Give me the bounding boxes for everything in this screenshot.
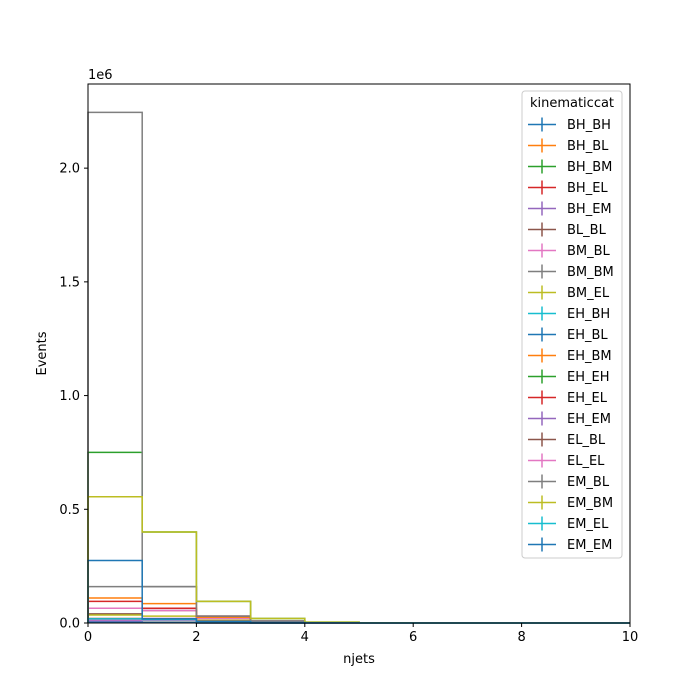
- legend-label: EM_EM: [567, 538, 612, 553]
- legend-item: EH_EH: [528, 369, 609, 385]
- legend-item: EM_BM: [528, 495, 613, 511]
- legend-item: BH_BM: [528, 159, 612, 175]
- legend-item: EH_EM: [528, 411, 611, 427]
- y-tick-label: 0.5: [59, 503, 80, 518]
- legend-label: BH_EM: [567, 202, 612, 217]
- legend-item: EH_BL: [528, 327, 608, 343]
- axes-frame: [87, 83, 631, 624]
- legend-item: EM_BL: [528, 474, 610, 490]
- legend-item: BH_EL: [528, 180, 608, 196]
- legend-label: EM_BM: [567, 496, 613, 511]
- legend-label: EH_EM: [567, 412, 611, 427]
- legend: kinematiccat BH_BH BH_BL BH_BM BH_EL BH_EM BL…: [521, 90, 623, 559]
- y-axis-offset-label: 1e6: [88, 68, 113, 83]
- x-tick-label: 10: [622, 630, 639, 645]
- x-tick-label: 4: [301, 630, 309, 645]
- legend-label: EL_BL: [567, 433, 606, 448]
- legend-item: BM_BM: [528, 264, 614, 280]
- legend-item: EH_BM: [528, 348, 612, 364]
- legend-label: EM_EL: [567, 517, 609, 532]
- y-tick-label: 2.0: [59, 162, 80, 177]
- y-axis-label: Events: [35, 331, 50, 375]
- legend-item: BM_BL: [528, 243, 611, 259]
- legend-item: BM_EL: [528, 285, 610, 301]
- legend-item: EH_EL: [528, 390, 608, 406]
- legend-item: BL_BL: [528, 222, 607, 238]
- x-tick-label: 8: [517, 630, 525, 645]
- legend-label: BH_BH: [567, 118, 611, 133]
- legend-label: BH_BL: [567, 139, 609, 154]
- legend-title: kinematiccat: [530, 96, 614, 111]
- legend-label: BM_BL: [567, 244, 611, 259]
- y-axis-ticks: 0.0 0.5 1.0 1.5 2.0: [59, 162, 88, 632]
- x-tick-label: 2: [192, 630, 200, 645]
- x-axis-label: njets: [343, 652, 375, 667]
- y-tick-label: 1.0: [59, 389, 80, 404]
- y-tick-label: 1.5: [59, 275, 80, 290]
- legend-label: BM_EL: [567, 286, 610, 301]
- legend-item: EM_EL: [528, 516, 609, 532]
- legend-label: EL_EL: [567, 454, 605, 469]
- legend-label: EH_BL: [567, 328, 608, 343]
- legend-item: BH_BL: [528, 138, 609, 154]
- x-tick-label: 6: [409, 630, 417, 645]
- legend-label: EH_BH: [567, 307, 610, 322]
- legend-label: EH_BM: [567, 349, 612, 364]
- legend-item: EM_EM: [528, 537, 612, 553]
- legend-item: EH_BH: [528, 306, 610, 322]
- legend-label: EM_BL: [567, 475, 610, 490]
- legend-label: BH_EL: [567, 181, 608, 196]
- legend-item: EL_EL: [528, 453, 605, 469]
- legend-label: BH_BM: [567, 160, 612, 175]
- legend-label: EH_EH: [567, 370, 609, 385]
- y-tick-label: 0.0: [59, 617, 80, 632]
- x-tick-label: 0: [84, 630, 92, 645]
- legend-item: BH_EM: [528, 201, 612, 217]
- legend-items: BH_BH BH_BL BH_BM BH_EL BH_EM BL_BL BM_BL BM_BM…: [528, 117, 614, 553]
- legend-item: BH_BH: [528, 117, 611, 133]
- legend-label: EH_EL: [567, 391, 608, 406]
- legend-item: EL_BL: [528, 432, 606, 448]
- legend-label: BL_BL: [567, 223, 607, 238]
- legend-label: BM_BM: [567, 265, 614, 280]
- x-axis-ticks: 0 2 4 6 8 10: [84, 623, 638, 645]
